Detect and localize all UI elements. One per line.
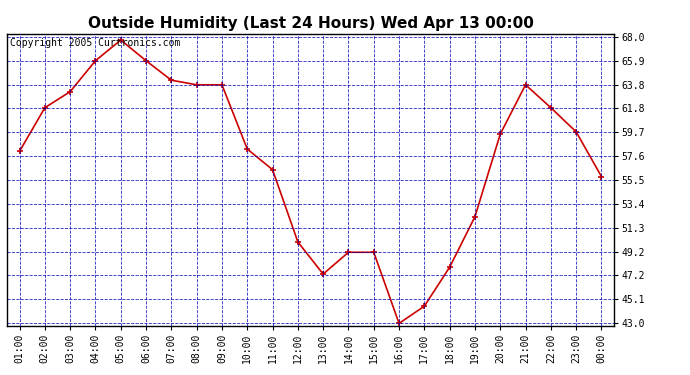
Text: Copyright 2005 Curtronics.com: Copyright 2005 Curtronics.com: [10, 38, 180, 48]
Title: Outside Humidity (Last 24 Hours) Wed Apr 13 00:00: Outside Humidity (Last 24 Hours) Wed Apr…: [88, 16, 533, 31]
